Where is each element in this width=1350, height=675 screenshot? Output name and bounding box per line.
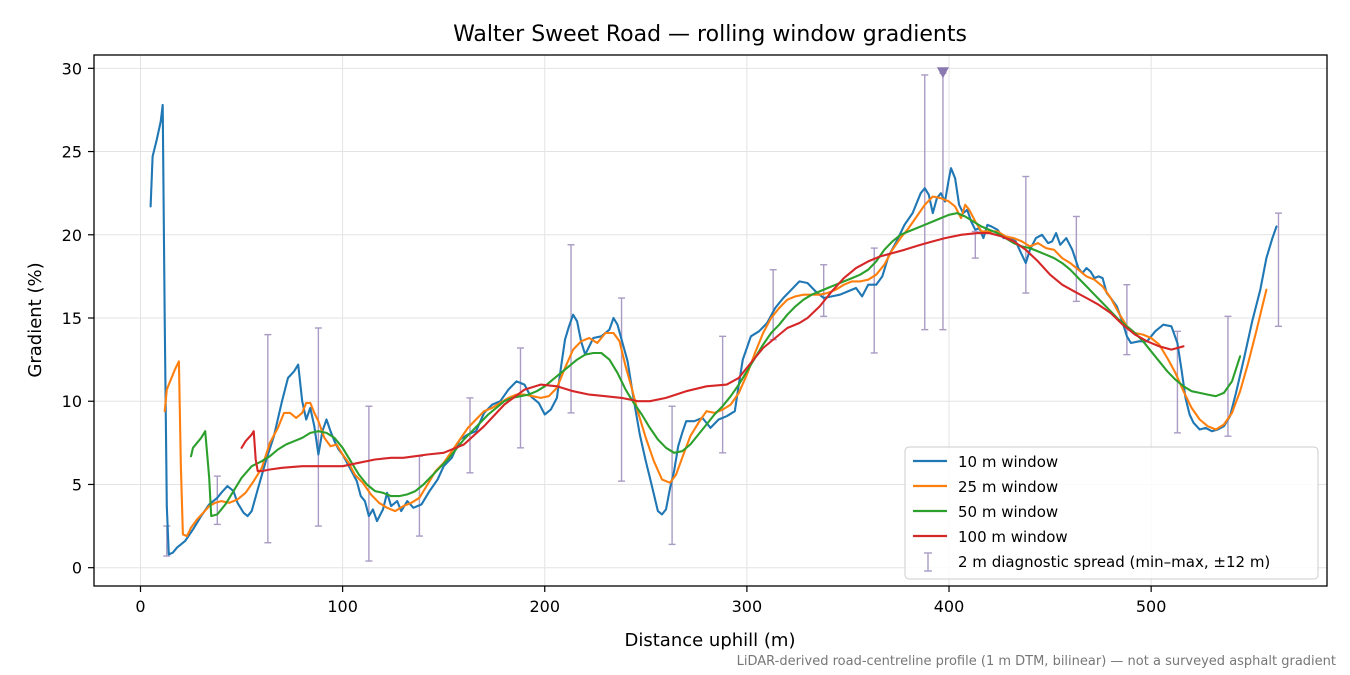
x-tick-label: 0 bbox=[135, 597, 145, 616]
error-bar bbox=[314, 327, 322, 527]
error-bar bbox=[365, 405, 373, 562]
footnote: LiDAR-derived road-centreline profile (1… bbox=[737, 654, 1336, 669]
error-bar bbox=[466, 397, 474, 474]
chart-title: Walter Sweet Road — rolling window gradi… bbox=[453, 22, 967, 47]
series-line-25m bbox=[163, 195, 1268, 538]
series-lines bbox=[149, 103, 1278, 556]
y-tick-label: 15 bbox=[62, 309, 82, 328]
error-bar bbox=[1123, 284, 1131, 356]
legend-label-100m: 100 m window bbox=[958, 528, 1068, 546]
x-tick-label: 500 bbox=[1136, 597, 1167, 616]
x-axis-label: Distance uphill (m) bbox=[625, 630, 796, 651]
error-bar bbox=[516, 347, 524, 449]
marker-layer bbox=[936, 67, 949, 79]
y-tick-label: 10 bbox=[62, 392, 82, 411]
legend-swatch-errorbar bbox=[924, 552, 932, 572]
x-tick-label: 200 bbox=[529, 597, 560, 616]
peak-marker bbox=[936, 67, 949, 79]
error-bar bbox=[1022, 175, 1030, 294]
error-bar bbox=[921, 74, 929, 331]
y-tick-label: 0 bbox=[72, 559, 82, 578]
error-bar bbox=[567, 244, 575, 414]
series-line-100m bbox=[240, 232, 1185, 473]
legend: 10 m window 25 m window 50 m window 100 … bbox=[904, 446, 1319, 580]
series-line-10m bbox=[149, 103, 1278, 556]
error-bar bbox=[618, 297, 626, 482]
error-bar bbox=[1224, 315, 1232, 437]
x-tick-label: 100 bbox=[327, 597, 358, 616]
y-tick-label: 25 bbox=[62, 143, 82, 162]
y-tick-label: 5 bbox=[72, 475, 82, 494]
plot-frame bbox=[93, 54, 1328, 587]
y-tick-label: 20 bbox=[62, 226, 82, 245]
legend-label-errorbar: 2 m diagnostic spread (min–max, ±12 m) bbox=[958, 553, 1270, 571]
x-axis-ticks: 0 100 200 300 400 500 bbox=[135, 586, 1166, 616]
legend-box bbox=[904, 446, 1319, 580]
error-bar bbox=[1274, 212, 1282, 328]
error-bar bbox=[213, 475, 221, 526]
x-tick-label: 400 bbox=[934, 597, 965, 616]
series-line-50m bbox=[189, 212, 1242, 518]
y-tick-label: 30 bbox=[62, 59, 82, 78]
legend-label-10m: 10 m window bbox=[958, 453, 1058, 471]
y-axis-label: Gradient (%) bbox=[25, 262, 46, 377]
error-bar bbox=[971, 230, 979, 259]
error-bar bbox=[870, 247, 878, 354]
y-axis-ticks: 0 5 10 15 20 25 30 bbox=[62, 59, 94, 578]
legend-label-25m: 25 m window bbox=[958, 478, 1058, 496]
error-bar bbox=[264, 333, 272, 544]
legend-label-50m: 50 m window bbox=[958, 503, 1058, 521]
x-tick-label: 300 bbox=[732, 597, 763, 616]
error-bar bbox=[719, 335, 727, 454]
